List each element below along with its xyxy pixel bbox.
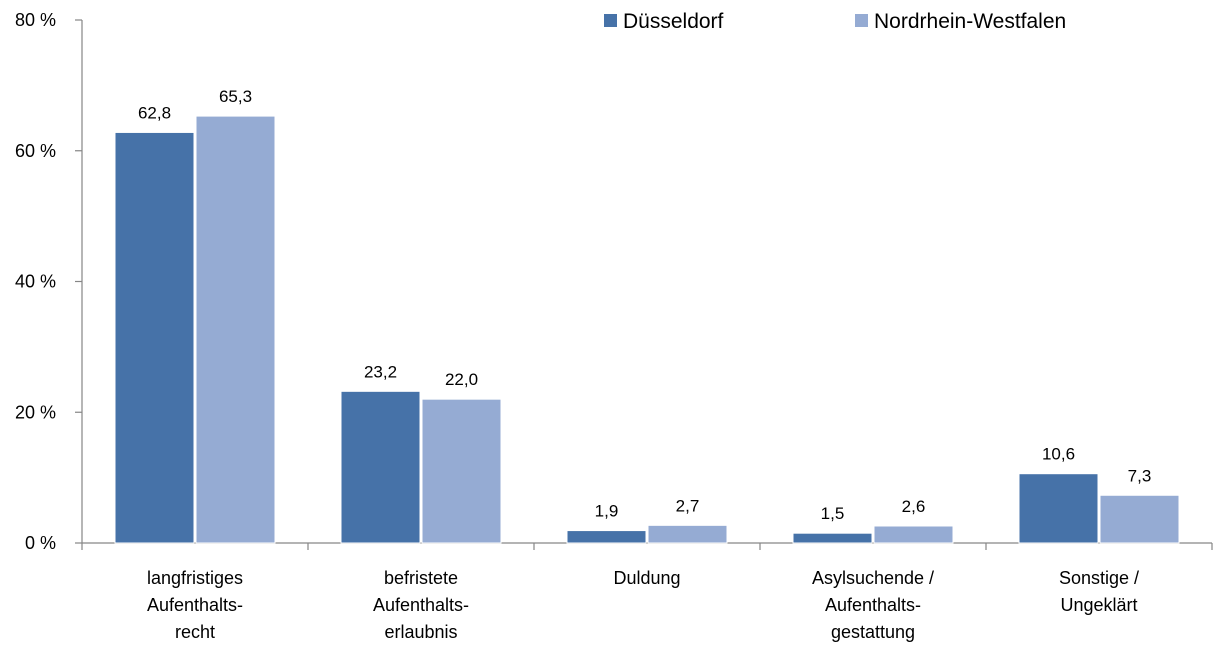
legend: Düsseldorf Nordrhein-Westfalen bbox=[604, 10, 1066, 33]
x-category-label-line: Aufenthalts- bbox=[825, 595, 921, 615]
bar bbox=[1018, 473, 1099, 544]
x-category-label: langfristiges Aufenthalts-recht bbox=[147, 568, 243, 642]
data-label: 1,9 bbox=[595, 502, 619, 521]
y-tick-label: 80 % bbox=[15, 10, 56, 30]
data-label: 22,0 bbox=[445, 370, 478, 389]
legend-swatch bbox=[604, 14, 617, 27]
bar bbox=[114, 131, 195, 544]
data-label: 7,3 bbox=[1128, 466, 1152, 485]
y-tick-label: 0 % bbox=[25, 533, 56, 553]
bar bbox=[873, 525, 954, 544]
x-category-label: Asylsuchende / Aufenthalts-gestattung bbox=[812, 568, 934, 642]
x-category-label-line: Asylsuchende / bbox=[812, 568, 934, 588]
y-tick-label: 60 % bbox=[15, 141, 56, 161]
x-category-label-line: Aufenthalts- bbox=[373, 595, 469, 615]
bar bbox=[340, 390, 421, 544]
bar bbox=[195, 115, 276, 544]
x-category-label-line: Aufenthalts- bbox=[147, 595, 243, 615]
y-axis: 0 % 20 % 40 % 60 % 80 % bbox=[15, 10, 83, 553]
data-label: 2,6 bbox=[902, 497, 926, 516]
x-category-label-line: Ungeklärt bbox=[1060, 595, 1137, 615]
x-axis: langfristiges Aufenthalts-recht befristete… bbox=[81, 542, 1213, 642]
x-category-label-line: Duldung bbox=[613, 568, 680, 588]
legend-label: Nordrhein-Westfalen bbox=[874, 10, 1066, 33]
legend-swatch bbox=[855, 14, 868, 27]
bar bbox=[647, 524, 728, 544]
data-label: 2,7 bbox=[676, 496, 700, 515]
bar bbox=[566, 530, 647, 544]
legend-label: Düsseldorf bbox=[623, 10, 724, 33]
data-label: 10,6 bbox=[1042, 445, 1075, 464]
data-label: 1,5 bbox=[821, 504, 845, 523]
data-label: 62,8 bbox=[138, 103, 171, 122]
x-category-label: Duldung bbox=[613, 568, 680, 588]
y-tick-label: 20 % bbox=[15, 402, 56, 422]
data-label: 23,2 bbox=[364, 362, 397, 381]
y-tick-label: 40 % bbox=[15, 272, 56, 292]
x-category-label: Sonstige / Ungeklärt bbox=[1059, 568, 1139, 615]
x-category-label-line: befristete bbox=[384, 568, 458, 588]
x-category-label: befristete Aufenthalts-erlaubnis bbox=[373, 568, 469, 642]
x-category-label-line: Sonstige / bbox=[1059, 568, 1139, 588]
data-label: 65,3 bbox=[219, 87, 252, 106]
bars bbox=[114, 115, 1180, 544]
x-category-label-line: erlaubnis bbox=[384, 622, 457, 642]
bar bbox=[1099, 494, 1180, 544]
x-category-label-line: gestattung bbox=[831, 622, 915, 642]
data-labels: 62,8 65,3 23,2 22,0 1,9 2,7 1,5 2,6 10,6 7,3 bbox=[138, 87, 1151, 523]
x-category-label-line: langfristiges bbox=[147, 568, 243, 588]
bar bbox=[421, 398, 502, 544]
x-category-label-line: recht bbox=[175, 622, 215, 642]
bar bbox=[792, 532, 873, 544]
